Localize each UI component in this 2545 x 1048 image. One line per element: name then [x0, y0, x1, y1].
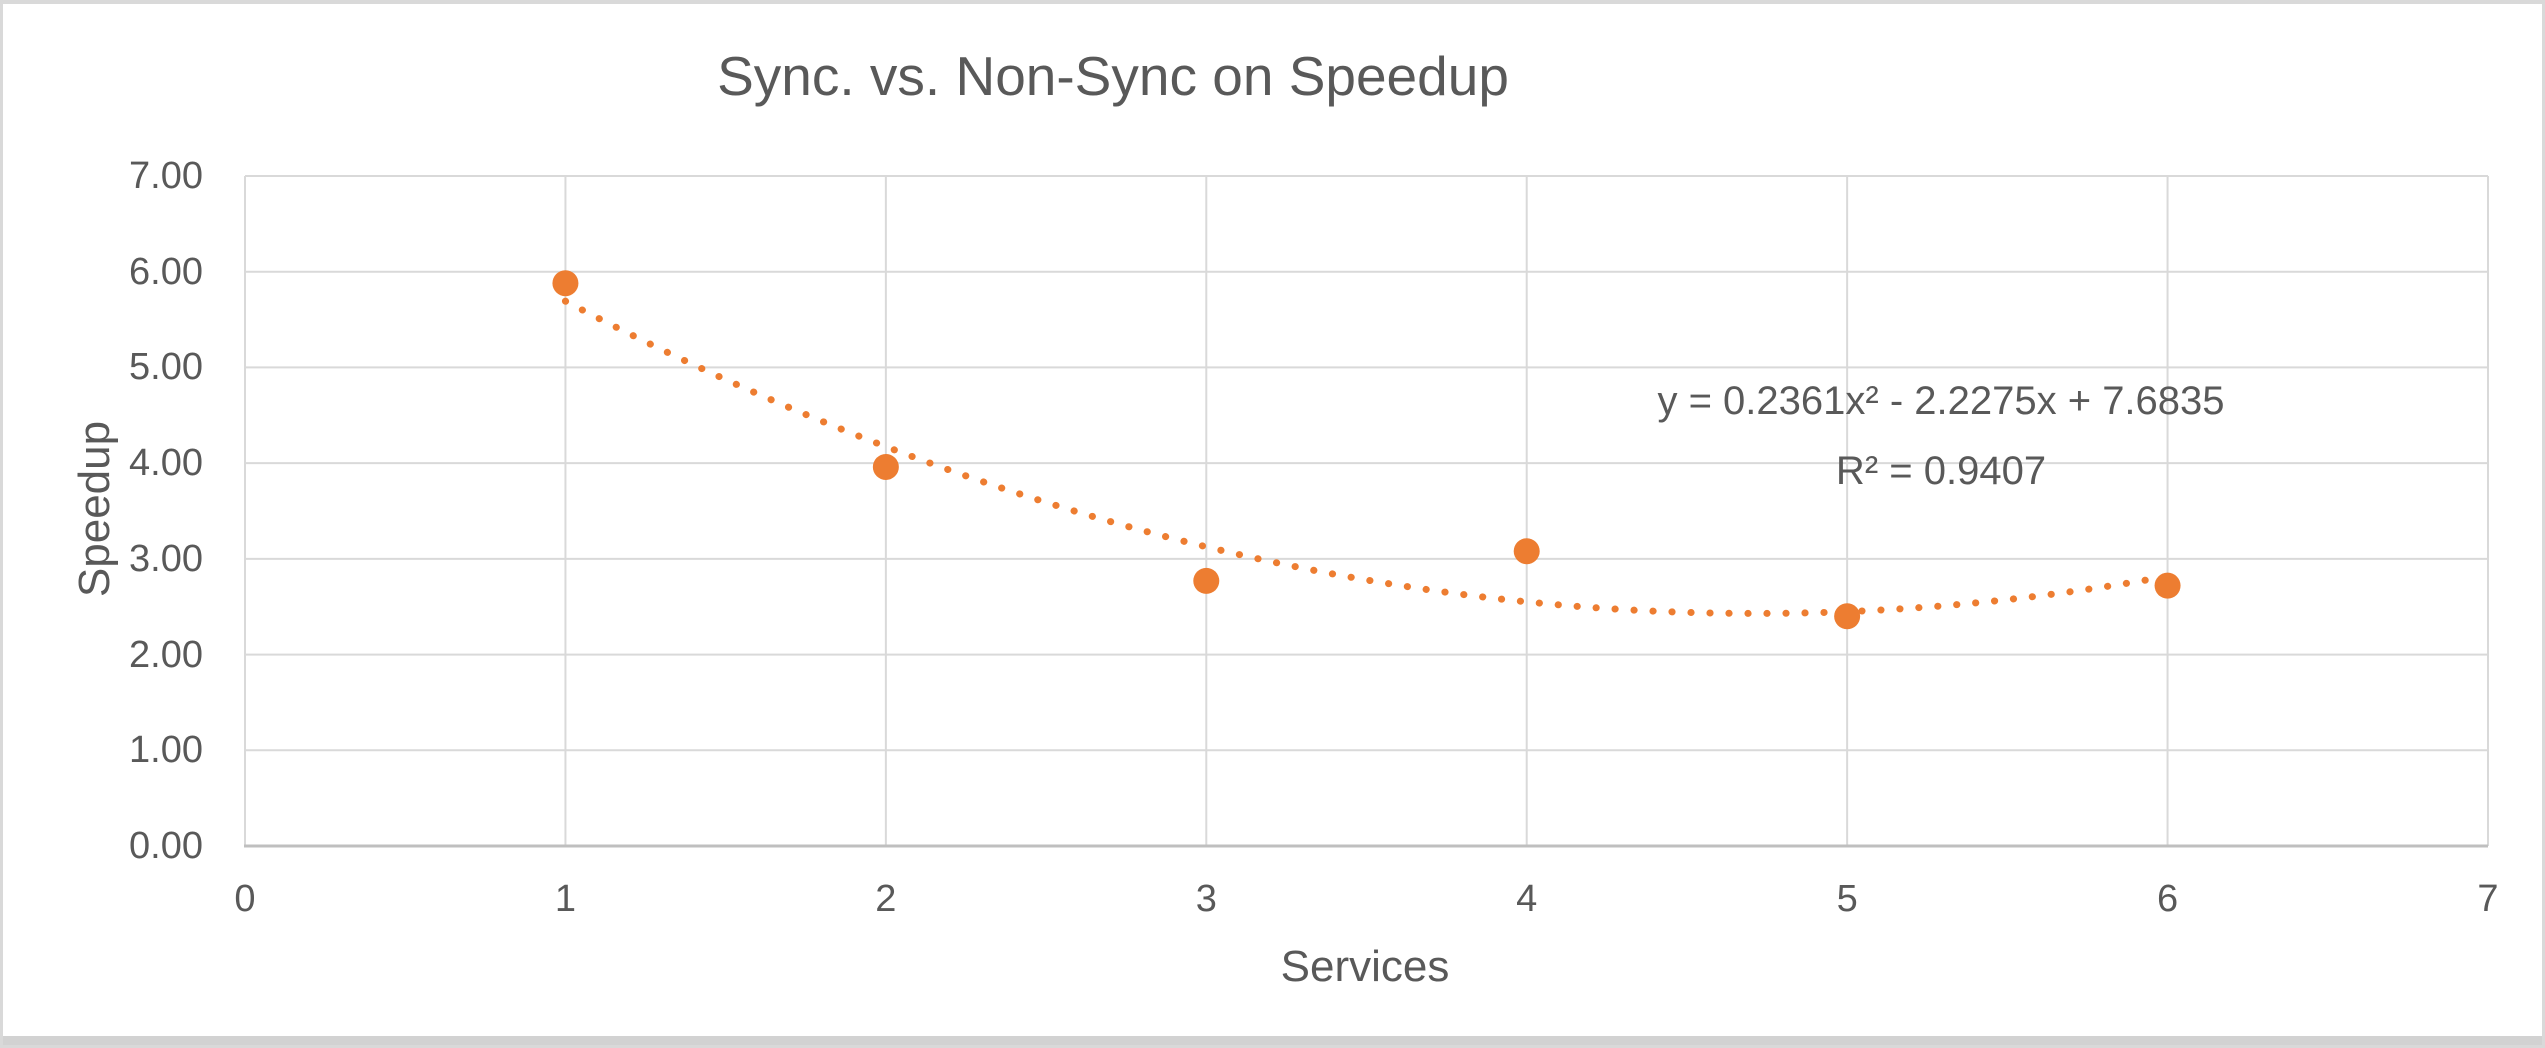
r-squared-value: R² = 0.9407	[1835, 449, 2047, 493]
data-point	[872, 453, 899, 480]
y-tick-label: 6.00	[129, 250, 203, 293]
x-tick-label: 7	[2477, 878, 2499, 920]
trendline-equation: y = 0.2361x² - 2.2275x + 7.6835	[1657, 379, 2225, 423]
x-tick-label: 3	[1195, 878, 1217, 920]
y-tick-label: 0.00	[129, 825, 203, 867]
y-tick-label: 4.00	[129, 442, 203, 485]
x-tick-label: 5	[1836, 878, 1858, 920]
chart-title: Sync. vs. Non-Sync on Speedup	[717, 45, 1509, 107]
y-tick-label: 5.00	[129, 346, 203, 389]
data-point	[1513, 538, 1540, 565]
bottom-border-strip	[3, 1036, 2542, 1045]
scatter-plot	[244, 175, 2489, 848]
x-tick-label: 0	[234, 878, 256, 920]
data-point	[2154, 572, 2181, 599]
data-point	[1834, 603, 1861, 630]
y-tick-label: 3.00	[129, 537, 203, 580]
x-tick-label: 4	[1516, 878, 1538, 920]
y-tick-label: 2.00	[129, 633, 203, 676]
trendline-label: y = 0.2361x² - 2.2275x + 7.6835 R² = 0.9…	[1657, 366, 2224, 506]
x-tick-label: 6	[2156, 878, 2179, 920]
trendline	[561, 297, 2172, 617]
x-tick-label: 2	[875, 878, 897, 920]
data-point	[1193, 567, 1220, 594]
data-point	[552, 270, 579, 297]
x-axis-title: Services	[1280, 942, 1450, 991]
x-tick-label: 1	[554, 878, 576, 920]
y-tick-label: 7.00	[129, 155, 203, 197]
y-tick-label: 1.00	[129, 729, 203, 772]
